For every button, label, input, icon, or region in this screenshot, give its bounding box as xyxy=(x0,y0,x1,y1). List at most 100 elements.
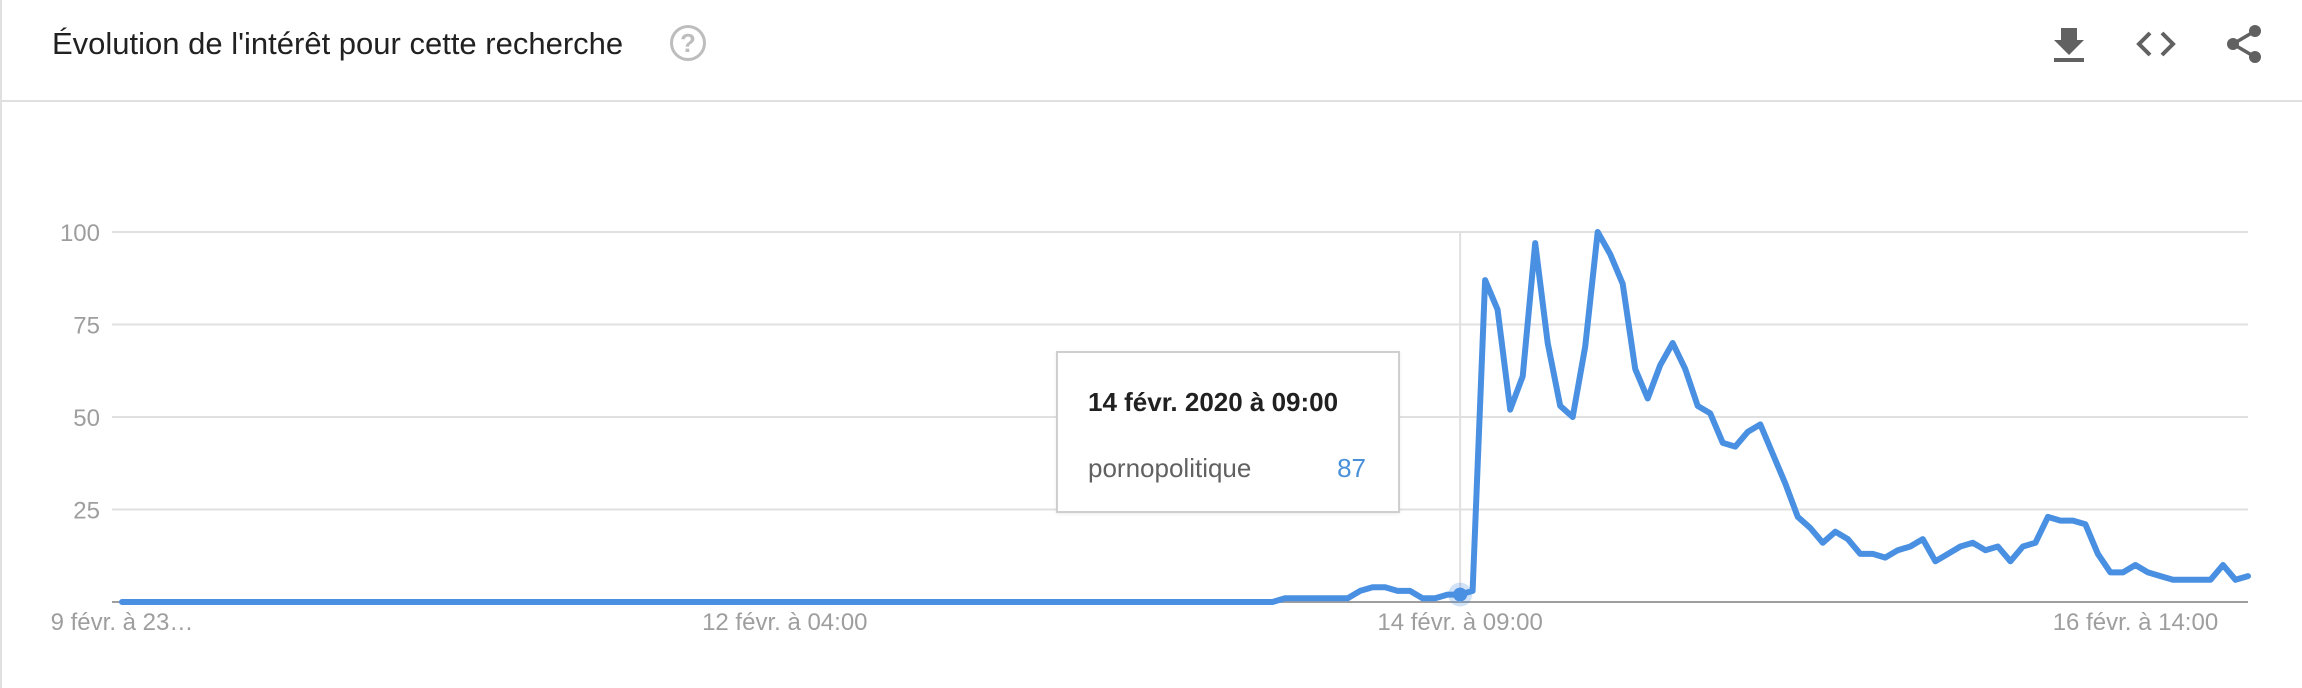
share-icon[interactable] xyxy=(2222,22,2266,66)
data-point[interactable] xyxy=(570,600,575,605)
data-point[interactable] xyxy=(1057,600,1062,605)
data-point[interactable] xyxy=(2033,540,2038,545)
data-point[interactable] xyxy=(1933,559,1938,564)
data-point[interactable] xyxy=(2095,551,2100,556)
data-point[interactable] xyxy=(1758,422,1763,427)
data-point[interactable] xyxy=(707,600,712,605)
data-point[interactable] xyxy=(857,600,862,605)
data-point[interactable] xyxy=(970,600,975,605)
data-point[interactable] xyxy=(182,600,187,605)
data-point[interactable] xyxy=(1608,252,1613,257)
data-point[interactable] xyxy=(982,600,987,605)
data-point[interactable] xyxy=(1945,551,1950,556)
data-point[interactable] xyxy=(1558,403,1563,408)
data-point[interactable] xyxy=(1783,481,1788,486)
download-icon[interactable] xyxy=(2047,22,2091,66)
data-point[interactable] xyxy=(757,600,762,605)
data-point[interactable] xyxy=(2170,577,2175,582)
data-point[interactable] xyxy=(132,600,137,605)
help-icon[interactable]: ? xyxy=(670,25,706,61)
data-point[interactable] xyxy=(2133,563,2138,568)
data-point[interactable] xyxy=(845,600,850,605)
data-point[interactable] xyxy=(695,600,700,605)
data-point[interactable] xyxy=(1120,600,1125,605)
data-point[interactable] xyxy=(1395,588,1400,593)
data-point[interactable] xyxy=(2058,518,2063,523)
data-point[interactable] xyxy=(1070,600,1075,605)
data-point[interactable] xyxy=(1633,366,1638,371)
data-point[interactable] xyxy=(995,600,1000,605)
data-point[interactable] xyxy=(1020,600,1025,605)
data-point[interactable] xyxy=(195,600,200,605)
data-point[interactable] xyxy=(1970,540,1975,545)
data-point[interactable] xyxy=(720,600,725,605)
data-point[interactable] xyxy=(2246,574,2251,579)
data-point[interactable] xyxy=(620,600,625,605)
data-point[interactable] xyxy=(220,600,225,605)
data-point[interactable] xyxy=(1320,596,1325,601)
data-point[interactable] xyxy=(2045,514,2050,519)
data-point[interactable] xyxy=(1995,544,2000,549)
data-point[interactable] xyxy=(2220,563,2225,568)
data-point[interactable] xyxy=(657,600,662,605)
data-point[interactable] xyxy=(1958,544,1963,549)
data-point[interactable] xyxy=(1420,596,1425,601)
data-point[interactable] xyxy=(1808,526,1813,531)
data-point[interactable] xyxy=(1733,444,1738,449)
data-point[interactable] xyxy=(1845,537,1850,542)
data-point[interactable] xyxy=(1920,537,1925,542)
data-point[interactable] xyxy=(295,600,300,605)
data-point[interactable] xyxy=(145,600,150,605)
data-point[interactable] xyxy=(1983,548,1988,553)
data-point[interactable] xyxy=(557,600,562,605)
data-point[interactable] xyxy=(307,600,312,605)
data-point[interactable] xyxy=(1570,415,1575,420)
data-point[interactable] xyxy=(1132,600,1137,605)
embed-code-icon[interactable] xyxy=(2134,22,2178,66)
data-point[interactable] xyxy=(332,600,337,605)
data-point[interactable] xyxy=(832,600,837,605)
data-point[interactable] xyxy=(1683,366,1688,371)
data-point[interactable] xyxy=(232,600,237,605)
data-point[interactable] xyxy=(745,600,750,605)
data-point[interactable] xyxy=(807,600,812,605)
data-point[interactable] xyxy=(357,600,362,605)
data-point[interactable] xyxy=(945,600,950,605)
data-point[interactable] xyxy=(495,600,500,605)
data-point[interactable] xyxy=(1670,341,1675,346)
data-point[interactable] xyxy=(1370,585,1375,590)
data-point[interactable] xyxy=(1258,600,1263,605)
data-point[interactable] xyxy=(770,600,775,605)
data-point[interactable] xyxy=(1533,241,1538,246)
data-point[interactable] xyxy=(2083,522,2088,527)
data-point[interactable] xyxy=(420,600,425,605)
data-point[interactable] xyxy=(1408,588,1413,593)
data-point[interactable] xyxy=(957,600,962,605)
data-point[interactable] xyxy=(270,600,275,605)
data-point[interactable] xyxy=(820,600,825,605)
data-point[interactable] xyxy=(1283,596,1288,601)
data-point[interactable] xyxy=(2008,559,2013,564)
data-point[interactable] xyxy=(1170,600,1175,605)
data-point[interactable] xyxy=(1045,600,1050,605)
data-point[interactable] xyxy=(1245,600,1250,605)
data-point[interactable] xyxy=(445,600,450,605)
data-point[interactable] xyxy=(1833,529,1838,534)
data-point[interactable] xyxy=(407,600,412,605)
data-point[interactable] xyxy=(795,600,800,605)
data-point[interactable] xyxy=(1183,600,1188,605)
data-point[interactable] xyxy=(1770,452,1775,457)
data-point[interactable] xyxy=(1895,548,1900,553)
data-point[interactable] xyxy=(2183,577,2188,582)
data-point[interactable] xyxy=(1658,363,1663,368)
data-point[interactable] xyxy=(1157,600,1162,605)
data-point[interactable] xyxy=(2195,577,2200,582)
data-point[interactable] xyxy=(1495,307,1500,312)
data-point[interactable] xyxy=(1508,407,1513,412)
data-point[interactable] xyxy=(1545,341,1550,346)
data-point[interactable] xyxy=(1583,344,1588,349)
data-point[interactable] xyxy=(1308,596,1313,601)
data-point[interactable] xyxy=(932,600,937,605)
data-point[interactable] xyxy=(1820,540,1825,545)
data-point[interactable] xyxy=(1195,600,1200,605)
